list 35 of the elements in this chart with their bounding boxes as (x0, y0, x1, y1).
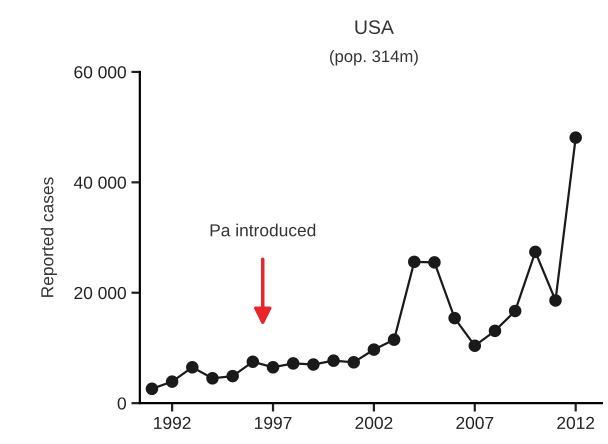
point (428, 256, 441, 269)
x-tick-label: 2002 (355, 416, 392, 430)
point (286, 357, 300, 370)
point (327, 354, 340, 367)
x-tick-label: 2012 (557, 416, 594, 430)
chart-title: USA (355, 20, 394, 34)
annotation: Pa introduced (210, 224, 316, 236)
point (226, 370, 239, 382)
y-tick-label: 60 000 (74, 66, 126, 78)
point (368, 343, 380, 356)
y-tick-label: 20 000 (74, 286, 126, 300)
point (448, 312, 461, 324)
x-tick-label: 1992 (154, 416, 191, 430)
point (186, 361, 199, 374)
x-tick-label: 1997 (255, 416, 292, 430)
point (408, 256, 421, 268)
point (206, 372, 219, 385)
x-tick-label: 2007 (456, 416, 494, 430)
chart-subtitle: (pop. 314m) (330, 50, 418, 66)
point (166, 375, 178, 388)
point (307, 358, 320, 371)
y-tick-label: 40 000 (74, 176, 126, 189)
point (347, 356, 360, 369)
point (529, 246, 542, 258)
point (549, 294, 562, 307)
point (266, 361, 280, 374)
point (569, 131, 582, 144)
point (146, 382, 158, 396)
point (246, 356, 260, 368)
point (488, 324, 502, 338)
point (388, 333, 400, 346)
y-tick-label: 0 (118, 397, 126, 410)
y-axis-title: Reported cases (40, 177, 57, 297)
point (468, 339, 482, 352)
point (508, 304, 522, 318)
